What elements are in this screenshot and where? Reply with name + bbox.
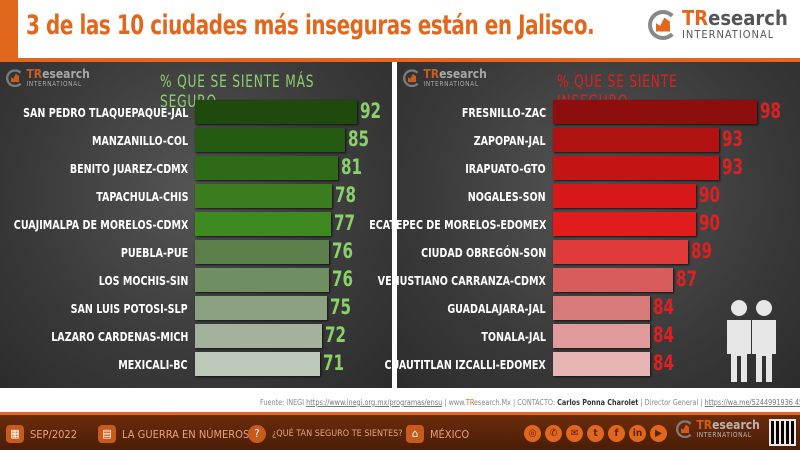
whatsapp-link[interactable]: https://wa.me/5244991936 45 [704, 398, 800, 407]
bar [195, 240, 329, 264]
value-label: 81 [340, 155, 362, 179]
category-label: TONALA-JAL [481, 329, 546, 344]
logo-icon [648, 9, 678, 40]
value-label: 84 [653, 295, 675, 319]
category-label: FRESNILLO-ZAC [461, 105, 546, 120]
bar [553, 352, 651, 376]
value-label: 77 [333, 211, 355, 235]
logo-icon [403, 68, 421, 87]
category-label: BENITO JUAREZ-CDMX [69, 161, 188, 176]
value-label: 71 [322, 351, 344, 375]
bar [195, 212, 331, 236]
value-label: 84 [653, 323, 675, 347]
category-label: IRAPUATO-GTO [465, 161, 546, 176]
category-label: LAZARO CARDENAS-MICH [50, 329, 188, 344]
category-label: NOGALES-SON [468, 189, 546, 204]
value-label: 89 [691, 239, 713, 263]
category-label: CUAJIMALPA DE MORELOS-CDMX [13, 217, 188, 232]
twitter-icon[interactable]: t [587, 425, 604, 442]
bar [553, 100, 757, 124]
bar [553, 212, 696, 236]
bar [195, 296, 327, 320]
value-label: 98 [759, 99, 782, 123]
bar [553, 184, 696, 208]
value-label: 93 [721, 127, 743, 151]
category-label: SAN LUIS POTOSI-SLP [70, 301, 188, 316]
logo: TResearch INTERNATIONAL [648, 8, 788, 41]
bar [553, 128, 719, 152]
bar [553, 156, 719, 180]
bar [553, 324, 651, 348]
linkedin-icon[interactable]: in [629, 425, 646, 442]
value-label: 76 [331, 239, 353, 263]
qr-code [769, 419, 796, 446]
divider [0, 58, 800, 62]
panel-logo: TResearch INTERNATIONAL [6, 68, 90, 88]
report-icon: ▤ [98, 425, 116, 443]
bar [195, 128, 345, 152]
value-label: 92 [359, 99, 381, 123]
calendar-icon: ▦ [6, 425, 24, 443]
value-label: 75 [330, 295, 352, 319]
bar [195, 352, 320, 376]
bar [195, 184, 333, 208]
category-label: GUADALAJARA-JAL [447, 301, 546, 316]
value-label: 90 [698, 211, 720, 235]
category-label: MEXICALI-BC [118, 357, 188, 372]
category-label: ZAPOPAN-JAL [474, 133, 546, 148]
footer: ▦ SEP/2022 ▤ LA GUERRA EN NÚMEROS ? ¿QUÉ TA… [0, 415, 800, 450]
bar [553, 240, 689, 264]
accent-bar [0, 0, 18, 58]
value-label: 90 [698, 183, 720, 207]
people-icon [727, 300, 776, 382]
footer-logo: TResearch INTERNATIONAL [676, 419, 760, 439]
category-label: CUAUTITLAN IZCALLI-EDOMEX [384, 357, 546, 372]
question-icon: ? [248, 425, 266, 443]
value-label: 93 [721, 155, 743, 179]
value-label: 84 [653, 351, 675, 375]
contact-name: Carlos Ponna Charolet [557, 398, 639, 407]
value-label: 85 [347, 127, 369, 151]
value-label: 76 [331, 267, 353, 291]
category-label: TAPACHULA-CHIS [95, 189, 188, 204]
footer-series: LA GUERRA EN NÚMEROS [122, 427, 250, 441]
category-label: PUEBLA-PUE [120, 245, 188, 260]
bar [195, 156, 338, 180]
logo-main: TResearch [682, 6, 788, 30]
bar [195, 100, 357, 124]
panel-logo: TResearch INTERNATIONAL [403, 68, 487, 88]
email-icon[interactable]: ✉ [566, 425, 583, 442]
source-line: Fuente: INEGI https://www.inegi.org.mx/p… [260, 398, 800, 407]
category-label: CIUDAD OBREGÓN-SON [420, 245, 546, 260]
category-label: LOS MOCHIS-SIN [98, 273, 188, 288]
source-link[interactable]: https://www.inegi.org.mx/programas/ensu [306, 398, 443, 407]
footer-date: SEP/2022 [30, 427, 78, 441]
logo-sub: INTERNATIONAL [682, 28, 775, 41]
footer-divider [0, 412, 800, 415]
web-icon[interactable]: ◎ [524, 425, 541, 442]
phone-icon[interactable]: ✆ [545, 425, 562, 442]
category-label: SAN PEDRO TLAQUEPAQUE-JAL [22, 105, 188, 120]
map-icon: ⌂ [406, 425, 424, 443]
value-label: 87 [675, 267, 697, 291]
bar [195, 268, 329, 292]
value-label: 72 [324, 323, 346, 347]
category-label: MANZANILLO-COL [91, 133, 188, 148]
footer-question: ¿QUÉ TAN SEGURO TE SIENTES? [272, 429, 403, 439]
logo-icon [6, 68, 24, 87]
facebook-icon[interactable]: f [608, 425, 625, 442]
category-label: VENUSTIANO CARRANZA-CDMX [377, 273, 546, 288]
footer-country: MÉXICO [430, 427, 470, 441]
bar [553, 296, 651, 320]
page-title: 3 de las 10 ciudades más inseguras están… [26, 10, 595, 41]
bar [195, 324, 322, 348]
value-label: 78 [335, 183, 357, 207]
category-label: ECATEPEC DE MORELOS-EDOMEX [368, 217, 546, 232]
youtube-icon[interactable]: ▶ [650, 425, 667, 442]
bar [553, 268, 673, 292]
